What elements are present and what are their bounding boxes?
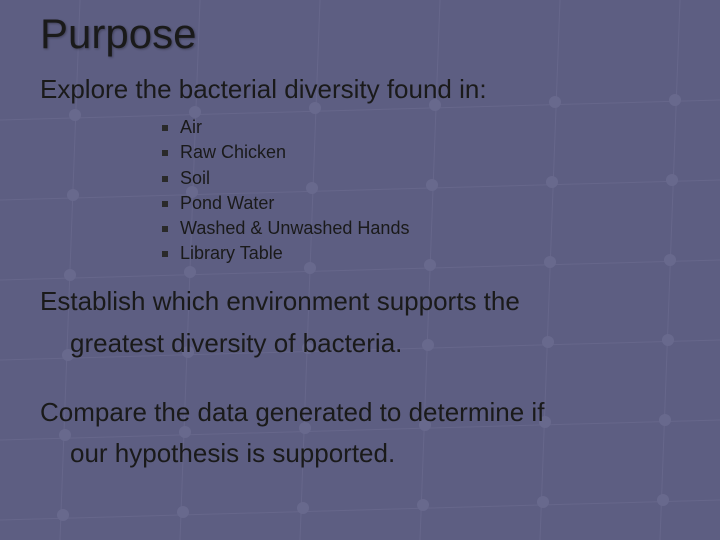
spacer (40, 369, 680, 397)
subheading-compare-line1: Compare the data generated to determine … (40, 397, 680, 428)
subheading-establish-line2: greatest diversity of bacteria. (40, 328, 680, 359)
list-item: Raw Chicken (180, 140, 680, 165)
bullet-list: Air Raw Chicken Soil Pond Water Washed &… (40, 115, 680, 266)
list-item: Washed & Unwashed Hands (180, 216, 680, 241)
list-item: Air (180, 115, 680, 140)
slide-title: Purpose (40, 10, 680, 58)
list-item: Soil (180, 166, 680, 191)
slide-content: Purpose Explore the bacterial diversity … (0, 0, 720, 499)
list-item: Pond Water (180, 191, 680, 216)
subheading-establish-line1: Establish which environment supports the (40, 286, 680, 317)
list-item: Library Table (180, 241, 680, 266)
subheading-compare-line2: our hypothesis is supported. (40, 438, 680, 469)
subheading-explore: Explore the bacterial diversity found in… (40, 74, 680, 105)
